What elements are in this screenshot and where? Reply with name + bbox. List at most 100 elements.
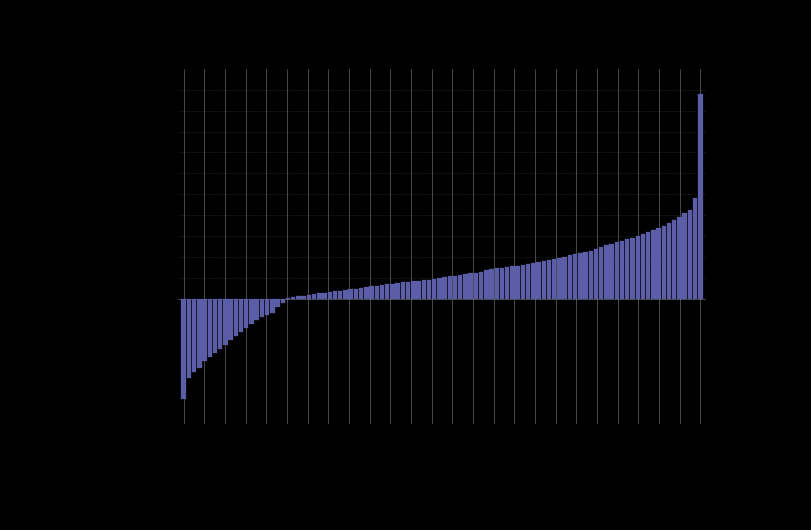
Bar — [265, 299, 269, 315]
Bar — [427, 280, 431, 299]
Bar — [641, 234, 646, 299]
Bar — [411, 281, 415, 299]
Bar — [442, 277, 447, 299]
Bar — [594, 249, 599, 299]
Bar — [276, 299, 280, 307]
Bar — [359, 288, 363, 299]
Bar — [182, 299, 186, 399]
Bar — [636, 236, 640, 299]
Bar — [463, 274, 468, 299]
Bar — [667, 223, 672, 299]
Bar — [609, 244, 614, 299]
Bar — [620, 241, 624, 299]
Bar — [677, 217, 682, 299]
Bar — [432, 279, 436, 299]
Bar — [322, 293, 327, 299]
Bar — [516, 266, 520, 299]
Bar — [212, 299, 217, 353]
Bar — [375, 286, 379, 299]
Bar — [505, 267, 509, 299]
Bar — [469, 273, 473, 299]
Bar — [416, 281, 421, 299]
Bar — [500, 268, 504, 299]
Bar — [202, 299, 207, 361]
Bar — [662, 226, 666, 299]
Bar — [547, 260, 551, 299]
Bar — [599, 247, 603, 299]
Bar — [578, 253, 582, 299]
Bar — [270, 299, 275, 313]
Bar — [688, 210, 692, 299]
Bar — [192, 299, 196, 372]
Bar — [234, 299, 238, 336]
Bar — [385, 284, 389, 299]
Bar — [489, 269, 494, 299]
Bar — [208, 299, 212, 357]
Bar — [510, 266, 515, 299]
Bar — [244, 299, 248, 328]
Bar — [615, 242, 619, 299]
Bar — [484, 270, 488, 299]
Bar — [630, 237, 635, 299]
Bar — [343, 290, 348, 299]
Bar — [563, 257, 567, 299]
Bar — [552, 259, 556, 299]
Bar — [651, 230, 655, 299]
Bar — [536, 262, 541, 299]
Bar — [364, 287, 368, 299]
Bar — [260, 299, 264, 317]
Bar — [625, 239, 629, 299]
Bar — [307, 295, 311, 299]
Bar — [396, 283, 400, 299]
Bar — [218, 299, 222, 349]
Bar — [369, 286, 374, 299]
Bar — [589, 251, 593, 299]
Bar — [573, 254, 577, 299]
Bar — [646, 232, 650, 299]
Bar — [238, 299, 243, 332]
Bar — [437, 278, 442, 299]
Bar — [249, 299, 254, 324]
Bar — [291, 297, 295, 299]
Bar — [338, 291, 342, 299]
Bar — [354, 289, 358, 299]
Bar — [583, 252, 588, 299]
Bar — [328, 293, 332, 299]
Bar — [223, 299, 228, 344]
Bar — [521, 265, 525, 299]
Bar — [317, 294, 321, 299]
Bar — [380, 285, 384, 299]
Bar — [229, 299, 233, 340]
Bar — [604, 245, 608, 299]
Bar — [531, 263, 535, 299]
Bar — [197, 299, 201, 368]
Bar — [568, 255, 572, 299]
Bar — [542, 261, 546, 299]
Bar — [285, 298, 290, 299]
Bar — [557, 258, 562, 299]
Bar — [296, 296, 301, 299]
Bar — [312, 294, 316, 299]
Bar — [453, 276, 457, 299]
Bar — [672, 220, 676, 299]
Bar — [401, 282, 405, 299]
Bar — [693, 198, 697, 299]
Bar — [390, 284, 395, 299]
Bar — [656, 228, 661, 299]
Bar — [495, 268, 499, 299]
Bar — [698, 94, 702, 299]
Bar — [349, 289, 353, 299]
Bar — [255, 299, 259, 320]
Bar — [683, 214, 687, 299]
Bar — [333, 292, 337, 299]
Bar — [479, 271, 483, 299]
Bar — [448, 276, 452, 299]
Bar — [458, 275, 462, 299]
Bar — [187, 299, 191, 378]
Bar — [406, 282, 410, 299]
Bar — [422, 280, 426, 299]
Bar — [302, 296, 306, 299]
Bar — [281, 299, 285, 303]
Bar — [526, 264, 530, 299]
Bar — [474, 272, 478, 299]
